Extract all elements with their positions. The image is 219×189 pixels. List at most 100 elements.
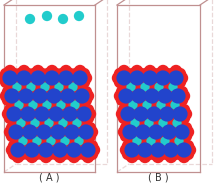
Point [32, 94, 36, 98]
Point [12, 153, 16, 156]
Point [8, 130, 12, 133]
Point [141, 137, 145, 140]
Point [180, 91, 184, 94]
Point [64, 70, 68, 73]
Point [74, 126, 78, 129]
Point [52, 149, 56, 152]
Point [26, 112, 30, 115]
Point [146, 112, 150, 115]
Point [126, 105, 130, 108]
Point [48, 130, 52, 133]
Point [72, 149, 76, 152]
Point [182, 94, 186, 98]
Point [156, 149, 160, 152]
Point [42, 98, 46, 101]
Point [143, 94, 147, 98]
Point [46, 94, 50, 98]
Point [70, 77, 74, 80]
Point [131, 81, 135, 84]
Point [141, 130, 145, 133]
Point [56, 137, 60, 140]
Point [169, 116, 173, 119]
Point [77, 139, 81, 143]
Point [54, 73, 58, 76]
Point [86, 156, 90, 159]
Point [139, 144, 143, 147]
Point [28, 130, 32, 133]
Point [52, 94, 56, 98]
Point [137, 135, 141, 138]
Point [176, 135, 180, 138]
Point [180, 77, 184, 80]
Point [156, 108, 160, 112]
Point [184, 135, 188, 138]
Point [120, 98, 124, 101]
Point [22, 108, 26, 112]
Point [133, 122, 137, 125]
Point [50, 130, 54, 133]
Point [54, 119, 58, 122]
Point [90, 130, 94, 133]
Point [169, 149, 173, 152]
Point [50, 116, 54, 119]
Point [30, 149, 34, 152]
Point [135, 70, 139, 73]
Point [143, 108, 147, 112]
Point [16, 77, 20, 80]
Point [90, 144, 94, 147]
Point [126, 73, 130, 76]
Point [44, 116, 48, 119]
Point [78, 84, 82, 87]
Point [147, 153, 151, 156]
Point [144, 94, 148, 98]
Point [143, 156, 147, 159]
Point [16, 108, 20, 112]
Point [49, 139, 53, 143]
Point [4, 73, 8, 76]
Point [152, 144, 156, 147]
Point [165, 105, 169, 108]
Point [145, 135, 149, 138]
Point [72, 142, 76, 145]
Point [159, 112, 163, 115]
Point [30, 94, 34, 98]
Point [75, 122, 79, 125]
Point [36, 77, 40, 80]
Point [160, 130, 164, 133]
Point [182, 156, 186, 159]
Point [165, 112, 169, 115]
Point [54, 112, 58, 115]
Point [34, 130, 38, 133]
Point [171, 85, 175, 88]
Point [161, 130, 165, 133]
Point [178, 119, 182, 122]
Point [135, 116, 139, 119]
Point [76, 112, 80, 115]
Point [14, 98, 18, 101]
Point [142, 77, 146, 80]
Point [128, 130, 132, 133]
Point [88, 135, 92, 138]
Point [52, 126, 56, 129]
Point [40, 73, 44, 76]
Point [29, 85, 33, 88]
Point [132, 135, 136, 138]
Point [176, 126, 180, 129]
Point [70, 123, 74, 126]
Point [68, 73, 72, 76]
Point [58, 116, 62, 119]
Point [86, 116, 90, 119]
Point [177, 139, 181, 143]
Point [44, 156, 48, 159]
Point [22, 84, 26, 87]
Point [139, 153, 143, 156]
Point [38, 126, 42, 129]
Point [84, 137, 88, 140]
Point [60, 94, 64, 98]
Point [168, 77, 172, 80]
Point [56, 123, 60, 126]
Point [143, 116, 147, 119]
Point [6, 91, 10, 94]
Point [122, 116, 126, 119]
Point [154, 130, 158, 133]
